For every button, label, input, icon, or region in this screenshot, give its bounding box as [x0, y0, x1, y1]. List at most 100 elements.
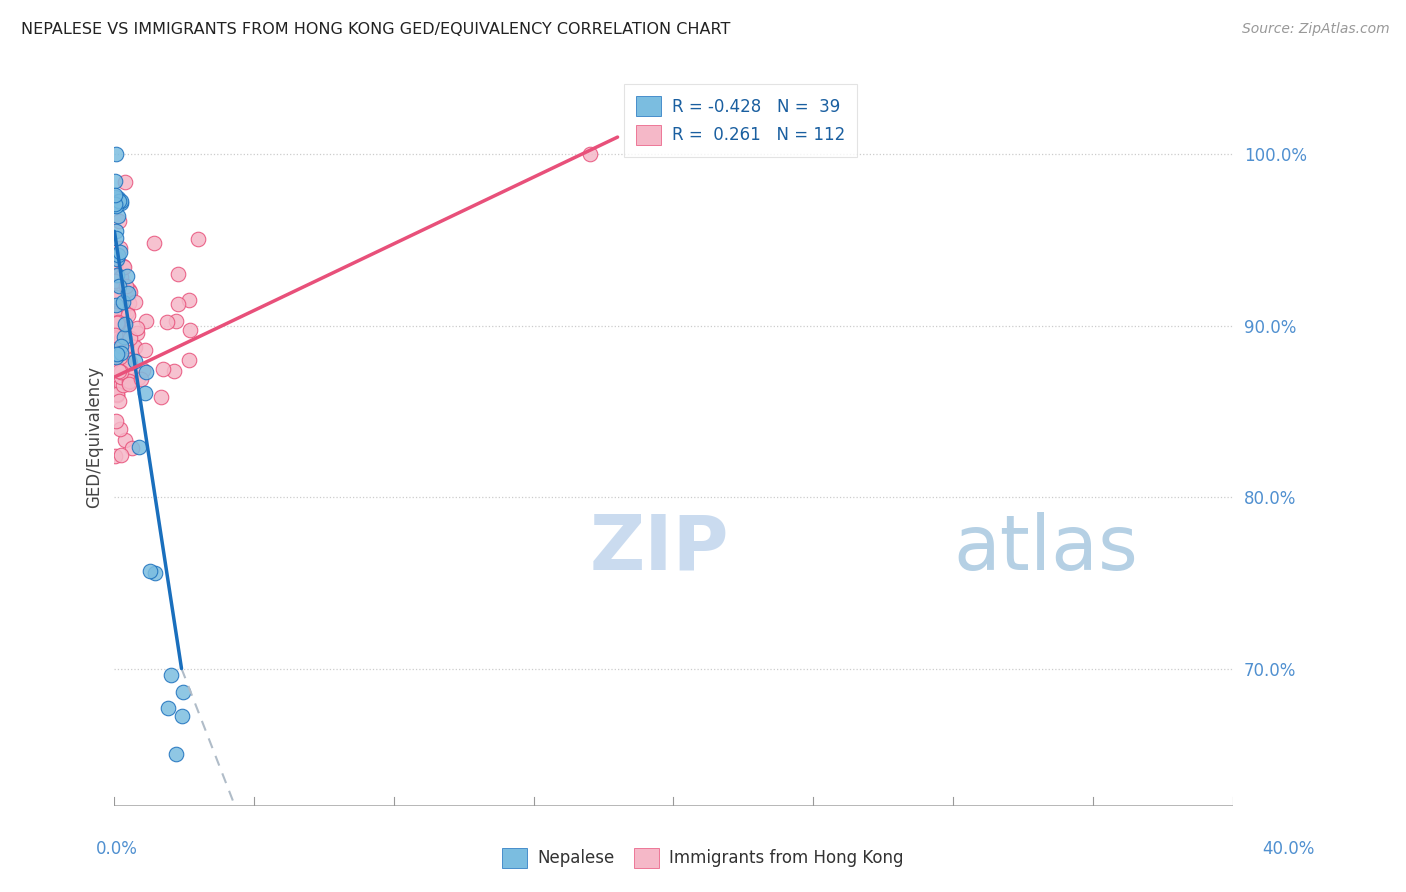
Point — [104, 190, 127, 204]
Point — [104, 260, 127, 274]
Point — [143, 566, 166, 580]
Point — [110, 358, 132, 372]
Point — [104, 351, 127, 365]
Point — [104, 147, 127, 161]
Point — [117, 377, 139, 392]
Point — [105, 269, 128, 284]
Point — [105, 343, 128, 358]
Point — [115, 269, 138, 284]
Point — [110, 346, 132, 360]
Point — [134, 343, 156, 358]
Point — [112, 316, 135, 330]
Point — [166, 267, 188, 281]
Point — [104, 352, 127, 367]
Point — [110, 194, 132, 209]
Point — [104, 327, 127, 342]
Text: ZIP: ZIP — [591, 511, 730, 585]
Point — [112, 259, 135, 273]
Point — [108, 364, 131, 378]
Point — [104, 359, 127, 374]
Point — [105, 387, 128, 401]
Point — [128, 440, 150, 454]
Point — [165, 314, 187, 328]
Point — [108, 394, 131, 409]
Point — [108, 213, 131, 227]
Point — [124, 295, 146, 310]
Point — [114, 318, 136, 333]
Point — [111, 378, 134, 392]
Point — [124, 340, 146, 354]
Point — [118, 296, 141, 310]
Point — [105, 346, 128, 360]
Point — [114, 317, 136, 331]
Point — [104, 311, 127, 326]
Point — [108, 241, 131, 255]
Point — [105, 347, 128, 361]
Point — [117, 286, 139, 301]
Point — [104, 224, 127, 238]
Point — [110, 376, 132, 391]
Point — [125, 320, 148, 334]
Point — [105, 292, 128, 306]
Point — [134, 386, 156, 401]
Point — [160, 668, 183, 682]
Point — [105, 331, 128, 345]
Point — [111, 300, 134, 314]
Point — [107, 302, 129, 317]
Point — [121, 442, 143, 456]
Point — [104, 174, 127, 188]
Point — [104, 298, 127, 312]
Point — [118, 285, 141, 300]
Point — [152, 361, 174, 376]
Point — [115, 304, 138, 318]
Point — [142, 235, 165, 250]
Point — [129, 372, 152, 386]
Point — [117, 308, 139, 322]
Point — [578, 147, 600, 161]
Point — [110, 448, 132, 462]
Point — [127, 370, 149, 384]
Point — [108, 325, 131, 339]
Point — [114, 175, 136, 189]
Point — [104, 381, 127, 395]
Point — [124, 354, 146, 368]
Point — [177, 353, 200, 368]
Point — [104, 290, 127, 304]
Point — [111, 346, 134, 360]
Point — [107, 287, 129, 301]
Point — [105, 388, 128, 402]
Point — [110, 313, 132, 327]
Point — [107, 209, 129, 223]
Point — [118, 374, 141, 388]
Point — [104, 308, 127, 322]
Point — [110, 365, 132, 379]
Point — [117, 367, 139, 381]
Point — [104, 188, 127, 202]
Point — [118, 331, 141, 345]
Point — [105, 360, 128, 375]
Point — [105, 316, 128, 330]
Point — [149, 390, 172, 404]
Point — [105, 268, 128, 282]
Point — [156, 315, 179, 329]
Text: 40.0%: 40.0% — [1263, 840, 1315, 858]
Point — [167, 297, 190, 311]
Text: NEPALESE VS IMMIGRANTS FROM HONG KONG GED/EQUIVALENCY CORRELATION CHART: NEPALESE VS IMMIGRANTS FROM HONG KONG GE… — [21, 22, 731, 37]
Text: atlas: atlas — [953, 511, 1137, 585]
Point — [114, 350, 136, 364]
Point — [120, 356, 142, 370]
Point — [104, 362, 127, 376]
Point — [156, 700, 179, 714]
Point — [104, 199, 127, 213]
Point — [125, 326, 148, 340]
Point — [104, 332, 127, 346]
Point — [115, 339, 138, 353]
Point — [110, 270, 132, 285]
Point — [108, 350, 131, 364]
Point — [104, 361, 127, 376]
Point — [105, 312, 128, 326]
Point — [135, 314, 157, 328]
Point — [110, 196, 132, 211]
Point — [112, 330, 135, 344]
Point — [105, 252, 128, 267]
